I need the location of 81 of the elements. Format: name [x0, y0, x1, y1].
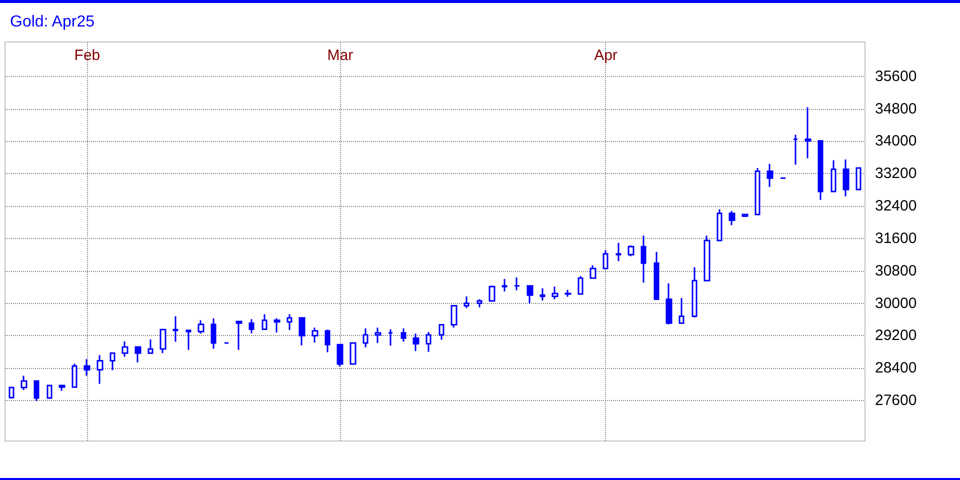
candlestick	[792, 134, 798, 166]
candlestick	[148, 338, 154, 354]
candlestick	[46, 384, 52, 400]
candlestick	[488, 284, 496, 302]
chart-title: Gold: Apr25	[10, 14, 95, 30]
candlestick	[298, 317, 306, 346]
y-tick-label: 28400	[875, 360, 917, 377]
x-tick-label: Apr	[594, 47, 618, 64]
candlestick	[34, 379, 40, 402]
y-tick-label: 30000	[875, 294, 917, 312]
candlestick	[514, 276, 520, 292]
candlestick	[84, 358, 90, 377]
candlestick	[350, 342, 356, 365]
candlestick	[476, 298, 482, 308]
candlestick	[666, 282, 672, 326]
x-tick-label: Mar	[327, 47, 354, 64]
candlestick	[830, 160, 836, 192]
candlestick	[58, 384, 66, 392]
candlestick	[628, 244, 634, 258]
candlestick	[678, 297, 684, 324]
candlestick	[616, 242, 622, 262]
candlestick	[388, 328, 394, 347]
candlestick	[160, 328, 166, 354]
candlestick	[654, 251, 660, 300]
candlestick	[400, 328, 406, 343]
candlestick	[134, 346, 142, 364]
candlestick	[804, 106, 812, 160]
candlestick	[20, 375, 28, 391]
candlestick	[766, 163, 774, 188]
candlestick	[438, 324, 444, 340]
x-tick-label: Feb	[74, 47, 100, 64]
candlestick	[742, 214, 748, 218]
candlestick	[578, 275, 584, 295]
candlestick	[692, 266, 698, 318]
candlestick	[8, 386, 14, 400]
candlestick	[96, 354, 104, 385]
candlestick	[248, 318, 254, 334]
y-tick-label: 35600	[875, 68, 917, 85]
y-tick-label: 34800	[875, 100, 917, 118]
candlestick	[754, 167, 760, 216]
candlestick	[640, 234, 646, 284]
candlestick	[818, 140, 824, 201]
candlestick	[540, 288, 546, 302]
candlestick	[728, 210, 736, 226]
candlestick	[426, 331, 432, 353]
candlestick	[526, 285, 534, 304]
candlestick	[186, 329, 192, 351]
y-tick-label: 27600	[875, 392, 917, 409]
candlestick	[590, 264, 596, 279]
candlestick	[286, 313, 292, 331]
candlestick	[704, 234, 710, 282]
y-tick-label: 33200	[875, 165, 917, 182]
candlestick	[362, 328, 368, 348]
candlestick	[842, 158, 850, 198]
candlestick	[72, 362, 78, 388]
y-tick-label: 30800	[875, 262, 917, 280]
candlestick	[324, 328, 330, 354]
candlestick	[374, 326, 382, 344]
candlestick	[172, 315, 178, 343]
y-tick-label: 34000	[875, 132, 917, 150]
y-tick-label: 31600	[875, 230, 917, 247]
candlestick	[502, 278, 508, 292]
candlestick	[312, 326, 318, 344]
candlestick	[262, 313, 268, 330]
candlestick	[110, 352, 116, 371]
candlestick	[412, 332, 420, 352]
candlestick	[122, 340, 128, 358]
candlestick	[336, 344, 344, 368]
candlestick	[602, 249, 608, 270]
candlestick	[564, 289, 572, 298]
candlestick	[552, 286, 558, 300]
candlestick	[716, 208, 722, 242]
candlestick	[274, 318, 280, 334]
y-tick-label: 32400	[875, 198, 917, 215]
y-tick-label: 29200	[875, 327, 917, 344]
candlestick	[450, 304, 458, 328]
candlestick	[236, 320, 242, 351]
candlestick	[464, 296, 470, 309]
candlestick	[210, 318, 216, 350]
candlestick	[198, 320, 204, 334]
candlestick	[856, 166, 862, 190]
